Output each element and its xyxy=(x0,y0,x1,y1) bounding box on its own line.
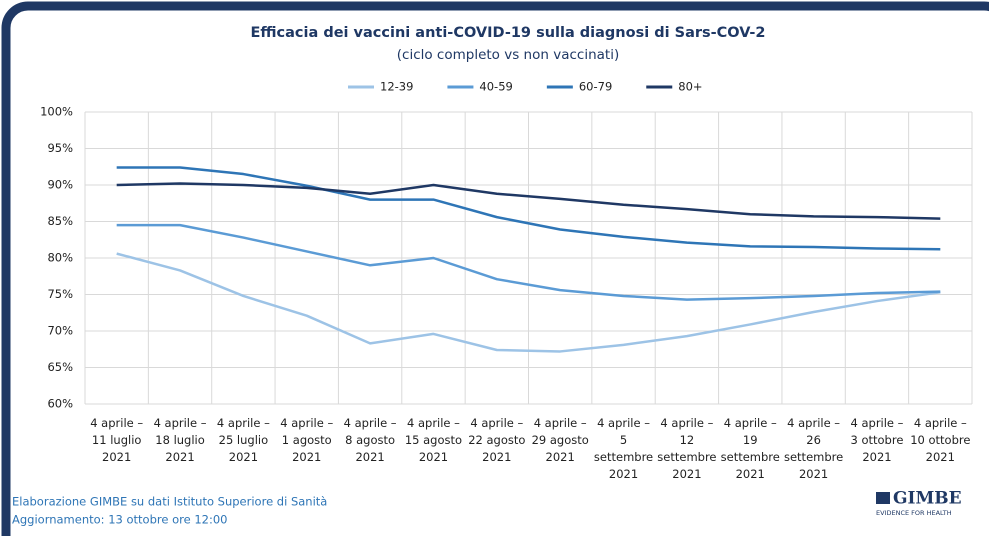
x-tick-line: 2021 xyxy=(419,450,448,464)
x-tick-line: 25 luglio xyxy=(219,433,269,447)
x-tick-label: 4 aprile – 3 ottobre 2021 xyxy=(851,416,904,464)
x-tick-line: 18 luglio xyxy=(155,433,205,447)
x-tick-label: 4 aprile – 10 ottobre 2021 xyxy=(910,416,970,464)
x-tick-label: 4 aprile – 1 agosto 2021 xyxy=(280,416,333,464)
y-tick-label: 70% xyxy=(47,324,73,338)
chart-subtitle: (ciclo completo vs non vaccinati) xyxy=(397,47,619,63)
x-tick-label: 4 aprile – 18 luglio 2021 xyxy=(154,416,207,464)
y-tick-label: 80% xyxy=(47,251,73,265)
x-tick-line: 2021 xyxy=(292,450,321,464)
x-tick-line: 10 ottobre xyxy=(910,433,970,447)
x-tick-line: 4 aprile – xyxy=(344,416,397,430)
x-tick-label: 4 aprile – 19 settembre 2021 xyxy=(721,416,780,481)
x-tick-line: 2021 xyxy=(799,467,828,481)
x-tick-line: 2021 xyxy=(355,450,384,464)
x-tick-line: 2021 xyxy=(102,450,131,464)
x-tick-line: 29 agosto xyxy=(532,433,589,447)
series-line xyxy=(116,182,941,220)
x-tick-line: 2021 xyxy=(165,450,194,464)
x-tick-line: 8 agosto xyxy=(345,433,395,447)
x-tick-line: 4 aprile – xyxy=(534,416,587,430)
x-tick-line: settembre xyxy=(721,450,780,464)
x-tick-line: 2021 xyxy=(736,467,765,481)
x-tick-line: 12 xyxy=(680,433,695,447)
x-tick-line: 19 xyxy=(743,433,758,447)
x-tick-line: 1 agosto xyxy=(282,433,332,447)
x-tick-line: 2021 xyxy=(926,450,955,464)
x-tick-line: 4 aprile – xyxy=(280,416,333,430)
x-tick-line: 2021 xyxy=(482,450,511,464)
x-tick-line: 4 aprile – xyxy=(787,416,840,430)
footer-source: Elaborazione GIMBE su dati Istituto Supe… xyxy=(12,495,327,509)
x-tick-line: 2021 xyxy=(546,450,575,464)
x-tick-line: 2021 xyxy=(862,450,891,464)
x-tick-line: 15 agosto xyxy=(405,433,462,447)
x-tick-line: 4 aprile – xyxy=(154,416,207,430)
logo-name: GIMBE xyxy=(893,489,962,509)
series-line xyxy=(116,166,941,251)
x-tick-line: 11 luglio xyxy=(92,433,142,447)
x-tick-line: 22 agosto xyxy=(468,433,525,447)
x-tick-line: 4 aprile – xyxy=(470,416,523,430)
x-tick-line: 5 xyxy=(620,433,627,447)
x-tick-label: 4 aprile – 22 agosto 2021 xyxy=(468,416,525,464)
x-tick-line: 4 aprile – xyxy=(217,416,270,430)
x-tick-line: 2021 xyxy=(672,467,701,481)
x-tick-label: 4 aprile – 26 settembre 2021 xyxy=(784,416,843,481)
y-tick-label: 65% xyxy=(47,360,73,374)
x-tick-label: 4 aprile – 5 settembre 2021 xyxy=(594,416,653,481)
x-tick-line: 26 xyxy=(806,433,821,447)
y-tick-label: 95% xyxy=(47,141,73,155)
x-tick-line: settembre xyxy=(657,450,716,464)
y-tick-label: 100% xyxy=(40,105,73,119)
legend-label: 40-59 xyxy=(479,80,512,94)
x-tick-line: 4 aprile – xyxy=(851,416,904,430)
x-tick-label: 4 aprile – 25 luglio 2021 xyxy=(217,416,270,464)
legend-label: 80+ xyxy=(678,80,702,94)
x-tick-line: 4 aprile – xyxy=(660,416,713,430)
x-tick-line: 4 aprile – xyxy=(597,416,650,430)
x-tick-label: 4 aprile – 29 agosto 2021 xyxy=(532,416,589,464)
chart-title: Efficacia dei vaccini anti-COVID-19 sull… xyxy=(250,25,765,41)
x-tick-line: 4 aprile – xyxy=(914,416,967,430)
x-tick-line: 2021 xyxy=(229,450,258,464)
x-tick-label: 4 aprile – 8 agosto 2021 xyxy=(344,416,397,464)
x-tick-line: settembre xyxy=(784,450,843,464)
legend-label: 12-39 xyxy=(380,80,413,94)
x-tick-line: 3 ottobre xyxy=(851,433,904,447)
logo-tagline: EVIDENCE FOR HEALTH xyxy=(876,509,952,517)
x-tick-line: 2021 xyxy=(609,467,638,481)
logo-icon xyxy=(876,492,890,504)
y-tick-label: 75% xyxy=(47,287,73,301)
x-tick-label: 4 aprile – 12 settembre 2021 xyxy=(657,416,716,481)
series-line xyxy=(116,223,941,301)
x-tick-line: 4 aprile – xyxy=(407,416,460,430)
x-tick-label: 4 aprile – 11 luglio 2021 xyxy=(90,416,143,464)
legend-label: 60-79 xyxy=(579,80,612,94)
y-tick-label: 85% xyxy=(47,214,73,228)
x-tick-line: settembre xyxy=(594,450,653,464)
x-tick-line: 4 aprile – xyxy=(90,416,143,430)
x-tick-line: 4 aprile – xyxy=(724,416,777,430)
y-tick-label: 60% xyxy=(47,397,73,411)
x-tick-label: 4 aprile – 15 agosto 2021 xyxy=(405,416,462,464)
footer-update: Aggiornamento: 13 ottobre ore 12:00 xyxy=(12,513,227,527)
series-line xyxy=(116,252,941,353)
y-tick-label: 90% xyxy=(47,178,73,192)
